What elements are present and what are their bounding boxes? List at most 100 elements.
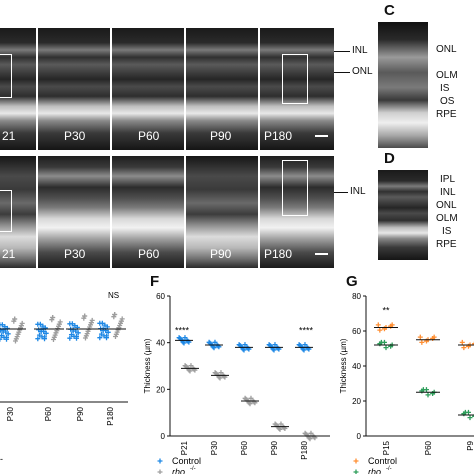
y-axis-label: Thickness (µm): [339, 338, 348, 393]
roi-box: [0, 190, 12, 232]
data-point-control: [272, 342, 278, 348]
roi-box: [282, 54, 308, 104]
layer-label: INL: [440, 187, 456, 198]
data-point-control: [375, 322, 381, 328]
oct-tile-p21: 21: [0, 28, 36, 150]
data-point-rho: [53, 330, 59, 336]
data-point-rho: [378, 339, 384, 345]
legend-text-rho: rho: [368, 467, 381, 474]
data-point-control: [3, 329, 9, 335]
data-point-rho: [12, 316, 18, 322]
annotation-ns: NS: [108, 291, 119, 300]
layer-label: IS: [442, 226, 452, 237]
y-tick-label: 0: [357, 432, 362, 441]
oct-tile-p30: P30: [38, 28, 110, 150]
layer-label-inl: INL: [350, 186, 366, 197]
panel-label-c: C: [384, 2, 395, 19]
data-point-control: [42, 334, 48, 340]
x-tick-label: P60: [240, 440, 249, 455]
data-point-rho: [214, 371, 220, 377]
data-point-rho: [184, 364, 190, 370]
data-point-control: [0, 333, 4, 339]
zoom-image-d: [378, 170, 428, 260]
data-point-rho: [187, 368, 193, 374]
data-point-control: [211, 345, 217, 351]
y-tick-label: 60: [352, 327, 361, 336]
data-point-control: [40, 323, 46, 329]
tile-label: P60: [138, 247, 160, 261]
data-point-control: [242, 342, 248, 348]
data-point-control: [97, 335, 103, 341]
data-point-rho: [472, 413, 474, 419]
data-point-control: [41, 329, 47, 334]
data-point-control: [36, 332, 42, 338]
data-point-rho: [274, 423, 280, 429]
data-point-control: [35, 336, 41, 342]
data-point-control: [305, 345, 311, 351]
data-point-rho: [304, 432, 310, 438]
layer-label-inl: INL: [352, 45, 368, 56]
tile-separator: [258, 28, 260, 150]
data-point-rho: [82, 313, 88, 319]
layer-label-onl: ONL: [352, 66, 373, 77]
data-point-rho: [218, 370, 224, 376]
data-point-rho: [308, 430, 314, 436]
data-point-control: [472, 341, 474, 347]
x-tick-label: P180: [106, 406, 115, 425]
data-point-control: [98, 331, 104, 337]
panel-label-g: G: [346, 273, 358, 290]
panel-label-d: D: [384, 150, 395, 167]
layer-label: OLM: [436, 70, 458, 81]
data-point-rho: [383, 345, 389, 351]
oct-tile-p60: P60: [112, 156, 184, 268]
data-point-control: [99, 320, 105, 326]
zoom-d-labels: IPL INL ONL OLM IS RPE: [430, 150, 474, 270]
data-point-control: [181, 340, 187, 346]
data-point-control: [302, 342, 308, 348]
data-point-rho: [244, 397, 250, 403]
tile-label: P180: [264, 129, 293, 143]
y-tick-label: 80: [352, 292, 361, 301]
scale-bar: [315, 135, 328, 137]
data-point-control: [0, 336, 3, 342]
data-point-rho: [18, 323, 24, 329]
tile-separator: [36, 156, 38, 268]
data-point-rho: [307, 436, 313, 442]
data-point-rho: [112, 312, 118, 317]
tile-label: P180: [264, 247, 293, 261]
x-tick-label: P90: [76, 406, 85, 421]
data-point-control: [4, 325, 10, 331]
oct-tile-p180: P180: [260, 156, 334, 268]
data-point-rho: [278, 421, 284, 427]
y-tick-label: 0: [161, 432, 166, 441]
data-point-rho: [85, 328, 91, 334]
data-point-control: [182, 335, 188, 341]
zoom-image-c: [378, 22, 428, 148]
significance-mark: ****: [299, 325, 314, 335]
tile-separator: [258, 156, 260, 268]
legend-marker-control: [353, 458, 359, 464]
layer-label: RPE: [436, 109, 457, 120]
data-point-control: [241, 347, 247, 353]
data-point-rho: [251, 399, 257, 405]
y-tick-label: 40: [156, 339, 165, 348]
data-point-control: [301, 347, 307, 353]
data-point-rho: [248, 395, 254, 401]
leader-line: [334, 51, 350, 52]
legend-text-control: Control: [368, 456, 397, 466]
panel-label-f: F: [150, 273, 160, 290]
legend-superscript: -/-: [386, 466, 392, 472]
data-point-control: [461, 345, 467, 351]
data-point-rho: [15, 331, 21, 337]
data-point-control: [4, 334, 10, 340]
oct-tile-p21: 21: [0, 156, 36, 268]
y-tick-label: 40: [352, 362, 361, 371]
data-point-control: [215, 343, 221, 349]
data-point-rho: [281, 425, 287, 431]
tile-separator: [110, 28, 112, 150]
oct-tile-p90: P90: [186, 156, 258, 268]
oct-tile-p180: P180: [260, 28, 334, 150]
x-tick-label: P90: [270, 440, 279, 455]
data-point-control: [431, 334, 437, 340]
